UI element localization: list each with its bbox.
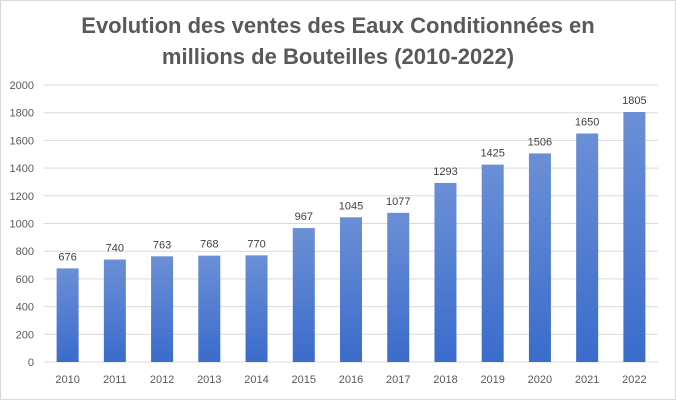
x-tick-label: 2020: [528, 374, 552, 386]
y-tick-label: 0: [28, 357, 34, 369]
chart-title: Evolution des ventes des Eaux Conditionn…: [0, 10, 676, 72]
bar-2020: [528, 153, 551, 362]
bar-2022: [623, 112, 646, 362]
bar-2013: [198, 255, 221, 362]
x-tick-label: 2016: [339, 374, 363, 386]
data-label: 1425: [480, 148, 504, 160]
y-tick-label: 2000: [10, 80, 34, 92]
x-tick-label: 2015: [292, 374, 316, 386]
chart-title-line-1: Evolution des ventes des Eaux Conditionn…: [81, 13, 595, 38]
x-axis: 2010 2011 2012 2013 2014 2015 2016 2017 2018 2019…: [55, 374, 646, 386]
x-tick-label: 2021: [575, 374, 599, 386]
data-label: 1650: [575, 116, 599, 128]
bar-2011: [103, 259, 126, 362]
bar-2016: [340, 217, 362, 362]
x-tick-label: 2019: [480, 374, 504, 386]
data-labels: 676 740 763 768 770 967 1045 1077 1293 1425 1506 16…: [58, 95, 646, 263]
data-label: 768: [200, 239, 218, 251]
data-label: 740: [106, 243, 124, 255]
y-tick-label: 200: [16, 329, 34, 341]
x-tick-label: 2017: [386, 374, 410, 386]
data-label: 1077: [386, 196, 410, 208]
bar-2015: [292, 228, 315, 362]
y-tick-label: 1800: [10, 108, 34, 120]
y-tick-label: 1000: [10, 219, 34, 231]
y-tick-label: 1600: [10, 135, 34, 147]
bar-2014: [245, 255, 268, 362]
x-tick-label: 2018: [433, 374, 457, 386]
y-tick-label: 800: [16, 246, 34, 258]
chart-title-line-2: millions de Bouteilles (2010-2022): [161, 44, 515, 69]
bar-2021: [576, 133, 599, 362]
x-tick-label: 2014: [244, 374, 268, 386]
y-tick-label: 1200: [10, 191, 34, 203]
data-label: 1805: [622, 95, 646, 107]
bar-2017: [387, 212, 410, 362]
x-tick-label: 2013: [197, 374, 221, 386]
data-label: 763: [153, 239, 171, 251]
data-label: 967: [295, 211, 313, 223]
x-tick-label: 2022: [622, 374, 646, 386]
data-label: 1506: [528, 136, 552, 148]
y-tick-label: 600: [16, 274, 34, 286]
data-label: 1045: [339, 200, 363, 212]
data-label: 770: [247, 238, 265, 250]
x-tick-label: 2012: [150, 374, 174, 386]
bar-2010: [56, 268, 79, 362]
bars: [56, 112, 646, 362]
bar-2018: [434, 182, 457, 362]
y-tick-label: 1400: [10, 163, 34, 175]
bar-2012: [151, 256, 174, 362]
y-axis: 0 200 400 600 800 1000 1200 1400 1600 1800 2000: [10, 80, 34, 369]
bar-2019: [481, 164, 504, 362]
y-tick-label: 400: [16, 302, 34, 314]
data-label: 1293: [433, 166, 457, 178]
data-label: 676: [58, 251, 76, 263]
x-tick-label: 2010: [55, 374, 79, 386]
x-tick-label: 2011: [103, 374, 127, 386]
